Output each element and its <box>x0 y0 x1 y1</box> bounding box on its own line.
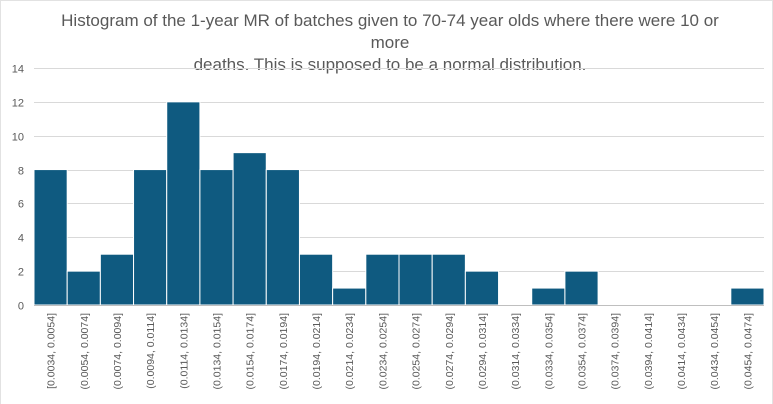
histogram-bar[interactable] <box>232 152 267 306</box>
histogram-bar[interactable] <box>398 253 433 306</box>
x-tick-label: (0.0134, 0.0154] <box>212 313 224 390</box>
histogram-bar[interactable] <box>332 287 367 306</box>
x-tick-label: (0.0314, 0.0334] <box>510 313 522 390</box>
histogram-bar[interactable] <box>298 253 334 306</box>
x-tick-label: (0.0334, 0.0354] <box>543 313 555 390</box>
x-tick-label: (0.0094, 0.0114] <box>145 313 157 389</box>
x-tick-label: (0.0274, 0.0294] <box>444 313 456 390</box>
y-tick-label: 8 <box>18 166 24 178</box>
y-tick-label: 4 <box>18 233 24 245</box>
y-tick-label: 2 <box>18 267 24 279</box>
histogram-bar[interactable] <box>531 287 566 306</box>
x-tick-label: (0.0354, 0.0374] <box>577 313 589 390</box>
histogram-bar[interactable] <box>166 101 201 306</box>
x-tick-label: (0.0254, 0.0274] <box>411 313 423 390</box>
sheet-gridline <box>0 0 1 404</box>
histogram-bar[interactable] <box>730 287 765 306</box>
y-tick-label: 0 <box>18 301 24 313</box>
bars <box>33 101 765 306</box>
x-tick-label: (0.0214, 0.0234] <box>344 313 356 390</box>
x-tick-label: (0.0394, 0.0414] <box>643 313 655 390</box>
x-tick-label: [0.0034, 0.0054] <box>46 313 58 389</box>
histogram-bar[interactable] <box>133 169 168 306</box>
x-tick-label: (0.0114, 0.0134] <box>178 313 190 389</box>
x-tick-label: (0.0174, 0.0194] <box>278 313 290 390</box>
x-tick-label: (0.0454, 0.0474] <box>742 313 754 390</box>
chart-title: Histogram of the 1-year MR of batches gi… <box>61 11 719 74</box>
y-tick-label: 12 <box>12 98 24 110</box>
histogram-bar[interactable] <box>431 253 466 306</box>
x-tick-label: (0.0414, 0.0434] <box>676 313 688 390</box>
histogram-bar[interactable] <box>564 270 599 306</box>
x-tick-label: (0.0294, 0.0314] <box>477 313 489 390</box>
histogram-bar[interactable] <box>464 270 500 306</box>
x-tick-label: (0.0074, 0.0094] <box>112 313 124 390</box>
x-tick-label: (0.0234, 0.0254] <box>377 313 389 390</box>
histogram-bar[interactable] <box>99 253 135 306</box>
x-tick-label: (0.0054, 0.0074] <box>79 313 91 390</box>
histogram-bar[interactable] <box>365 253 400 306</box>
histogram-bar[interactable] <box>66 270 101 306</box>
histogram-bar[interactable] <box>199 169 234 306</box>
x-tick-label: (0.0434, 0.0454] <box>709 313 721 390</box>
histogram-bar[interactable] <box>265 169 300 306</box>
histogram-bar[interactable] <box>33 169 68 306</box>
x-tick-label: (0.0154, 0.0174] <box>245 313 257 390</box>
y-tick-label: 10 <box>12 132 24 144</box>
tick-labels: 0 2 4 6 8 10 12 14 [0.0034, 0.0054] (0.0054, 0.00… <box>12 64 755 390</box>
y-tick-label: 14 <box>12 64 24 76</box>
x-tick-label: (0.0194, 0.0214] <box>311 313 323 390</box>
sheet-gridline <box>0 0 773 1</box>
y-tick-label: 6 <box>18 199 24 211</box>
x-tick-label: (0.0374, 0.0394] <box>610 313 622 390</box>
